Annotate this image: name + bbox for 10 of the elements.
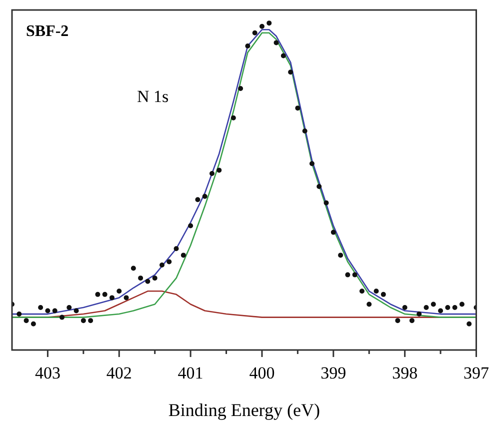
annotation: N 1s: [137, 87, 169, 106]
x-tick-label: 397: [464, 364, 490, 383]
x-tick-label: 399: [320, 364, 346, 383]
x-tick-label: 398: [392, 364, 418, 383]
x-tick-label: 403: [34, 364, 60, 383]
x-tick-label: 400: [249, 364, 275, 383]
x-axis-title: Binding Energy (eV): [168, 400, 320, 420]
x-tick-label: 401: [178, 364, 204, 383]
chart-title: SBF-2: [26, 23, 69, 40]
x-tick-label: 402: [106, 364, 132, 383]
